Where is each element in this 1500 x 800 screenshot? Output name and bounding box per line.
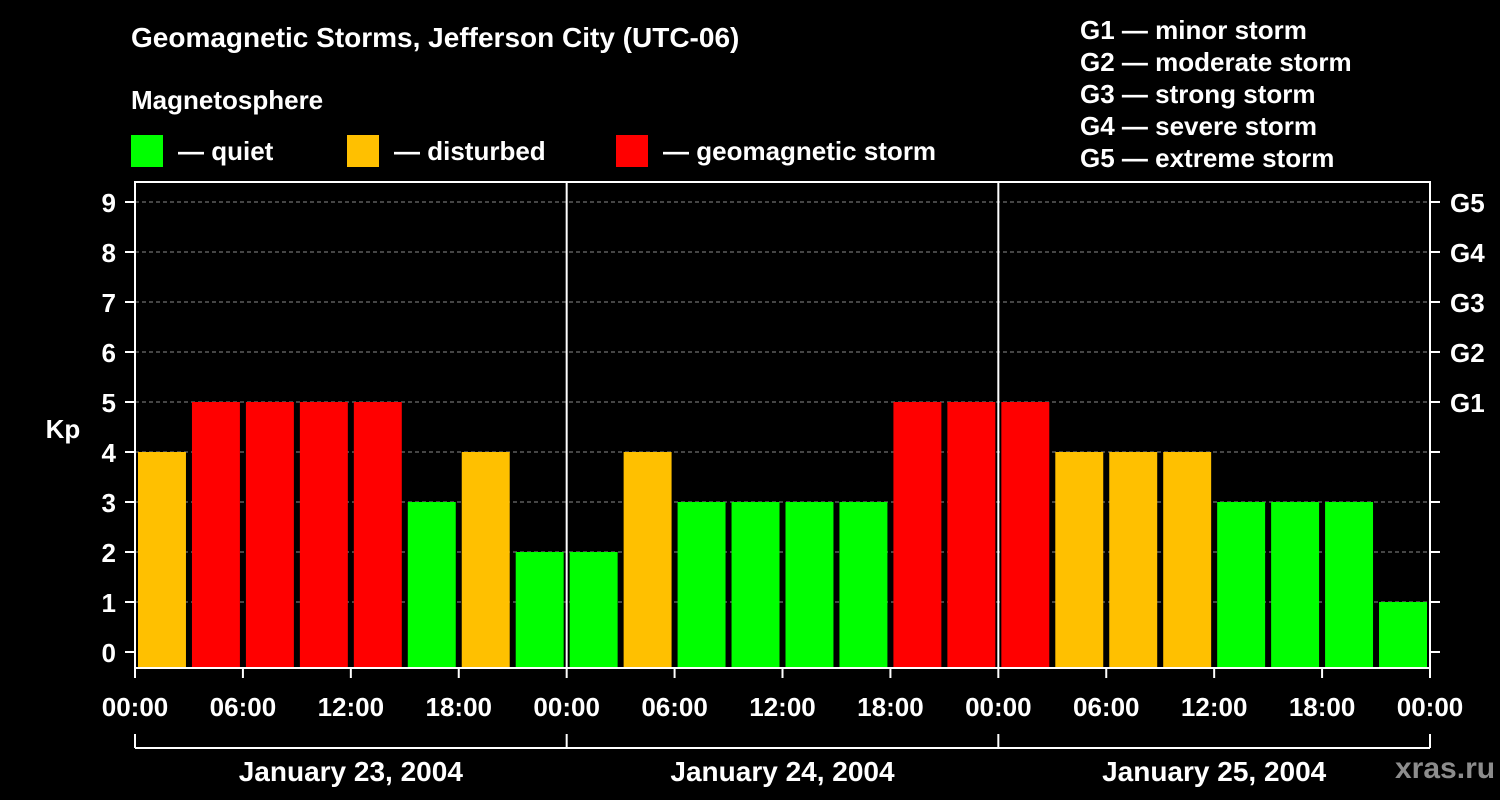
x-tick-label: 12:00 <box>318 692 385 722</box>
day-label: January 23, 2004 <box>239 756 464 787</box>
legend-label-disturbed: — disturbed <box>394 135 546 166</box>
g-scale-legend: G1 — minor storm G2 — moderate storm G3 … <box>1080 14 1352 174</box>
legend-label-storm: — geomagnetic storm <box>663 135 937 166</box>
kp-bar <box>1163 452 1212 668</box>
x-tick-label: 06:00 <box>641 692 708 722</box>
kp-bar <box>1217 502 1266 668</box>
kp-bar <box>1271 502 1320 668</box>
kp-bar <box>677 502 726 668</box>
kp-bar <box>947 402 996 668</box>
kp-bar <box>1379 602 1427 668</box>
y-tick-label: 2 <box>102 538 116 568</box>
y-tick-label: 9 <box>102 188 116 218</box>
legend-label-quiet: — quiet <box>178 135 274 166</box>
y-tick-label: 1 <box>102 588 116 618</box>
legend-swatch-quiet <box>131 135 163 167</box>
g-scale-g3: G3 — strong storm <box>1080 79 1316 109</box>
x-tick-label: 12:00 <box>749 692 816 722</box>
kp-bar <box>785 502 834 668</box>
y-tick-label: 5 <box>102 388 116 418</box>
y-tick-label: 6 <box>102 338 116 368</box>
day-label: January 24, 2004 <box>670 756 895 787</box>
kp-bar <box>515 552 564 668</box>
kp-bar <box>407 502 456 668</box>
kp-bar <box>1109 452 1158 668</box>
y-tick-label: 8 <box>102 238 116 268</box>
y-tick-label: 3 <box>102 488 116 518</box>
kp-bar <box>353 402 402 668</box>
kp-bar <box>191 402 240 668</box>
g-scale-g1: G1 — minor storm <box>1080 15 1307 45</box>
x-tick-label: 00:00 <box>102 692 169 722</box>
legend-item-disturbed: — disturbed <box>347 134 546 168</box>
kp-bar <box>731 502 780 668</box>
x-tick-label: 12:00 <box>1181 692 1248 722</box>
kp-bar <box>245 402 294 668</box>
legend-item-storm: — geomagnetic storm <box>616 134 936 168</box>
kp-bar <box>1325 502 1374 668</box>
x-tick-label: 00:00 <box>533 692 600 722</box>
g-level-label: G1 <box>1450 388 1485 418</box>
x-tick-label: 18:00 <box>1289 692 1356 722</box>
kp-bar <box>1001 402 1050 668</box>
legend-swatch-storm <box>616 135 648 167</box>
kp-bar <box>569 552 618 668</box>
x-tick-label: 00:00 <box>1397 692 1464 722</box>
watermark: xras.ru <box>1395 752 1496 785</box>
kp-bar <box>299 402 348 668</box>
chart-title: Geomagnetic Storms, Jefferson City (UTC-… <box>131 22 740 53</box>
legend-swatch-disturbed <box>347 135 379 167</box>
g-level-label: G4 <box>1450 238 1485 268</box>
y-tick-label: 7 <box>102 288 116 318</box>
g-level-label: G3 <box>1450 288 1485 318</box>
g-scale-g2: G2 — moderate storm <box>1080 47 1352 77</box>
kp-bar <box>839 502 888 668</box>
y-tick-label: 0 <box>102 638 116 668</box>
y-axis-label: Kp <box>46 414 81 444</box>
kp-bar <box>461 452 510 668</box>
kp-bar <box>893 402 942 668</box>
x-tick-label: 18:00 <box>857 692 924 722</box>
x-tick-label: 06:00 <box>1073 692 1140 722</box>
y-tick-label: 4 <box>102 438 117 468</box>
kp-bar <box>623 452 672 668</box>
x-tick-label: 06:00 <box>210 692 277 722</box>
g-level-label: G5 <box>1450 188 1485 218</box>
day-label: January 25, 2004 <box>1102 756 1327 787</box>
g-scale-g5: G5 — extreme storm <box>1080 143 1335 173</box>
legend-item-quiet: — quiet <box>131 134 273 168</box>
kp-bar <box>1055 452 1104 668</box>
x-tick-label: 18:00 <box>426 692 493 722</box>
kp-bar <box>138 452 186 668</box>
g-scale-g4: G4 — severe storm <box>1080 111 1318 141</box>
x-tick-label: 00:00 <box>965 692 1032 722</box>
chart-subtitle: Magnetosphere <box>131 85 324 115</box>
g-level-label: G2 <box>1450 338 1485 368</box>
